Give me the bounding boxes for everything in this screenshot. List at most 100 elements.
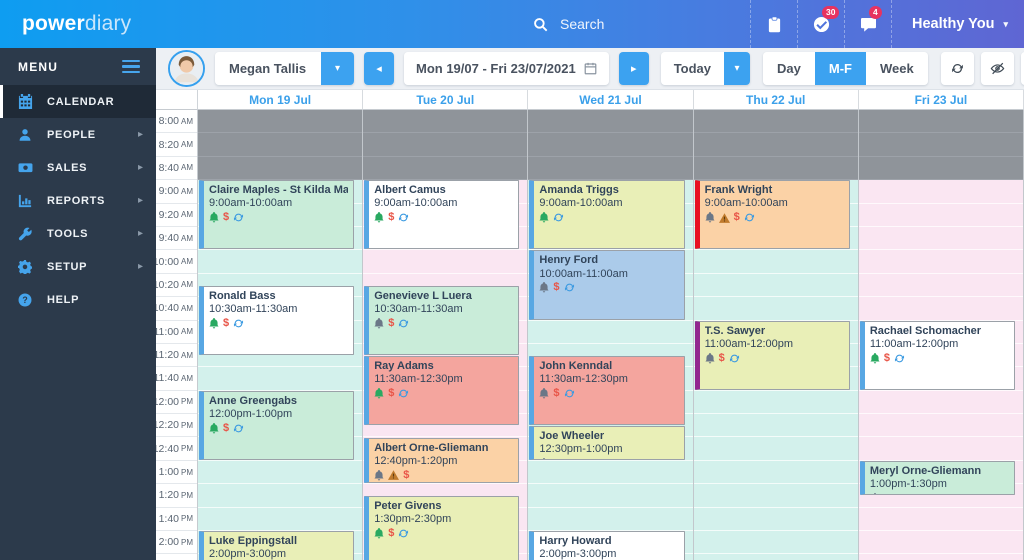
time-slot[interactable]	[858, 437, 1024, 461]
time-slot[interactable]	[693, 273, 858, 298]
time-slot[interactable]	[693, 507, 858, 532]
appointment[interactable]: Albert Camus 9:00am-10:00am $	[364, 180, 520, 250]
time-slot[interactable]	[858, 531, 1024, 555]
time-slot[interactable]	[693, 484, 858, 508]
appointment[interactable]: Henry Ford 10:00am-11:00am $	[529, 250, 685, 320]
unavailable-slot[interactable]	[858, 156, 1024, 181]
time-slot[interactable]	[528, 460, 693, 485]
unavailable-slot[interactable]	[528, 110, 693, 134]
app-logo[interactable]: powerdiary	[22, 12, 131, 36]
clipboard-button[interactable]	[751, 0, 797, 48]
unavailable-slot[interactable]	[363, 133, 528, 157]
hamburger-icon[interactable]	[122, 57, 140, 77]
time-label: 8:20 AM	[156, 133, 197, 157]
view-button-week[interactable]: Week	[866, 52, 928, 85]
appointment[interactable]: Peter Givens 1:30pm-2:30pm $	[364, 496, 520, 560]
sidebar-item-tools[interactable]: TOOLS ▸	[0, 217, 156, 250]
unavailable-slot[interactable]	[528, 133, 693, 157]
unavailable-slot[interactable]	[198, 110, 363, 134]
appointment[interactable]: Ronald Bass 10:30am-11:30am $	[199, 285, 355, 355]
appointment[interactable]: Harry Howard 2:00pm-3:00pm $	[529, 531, 685, 560]
appointment[interactable]: Rachael Schomacher 11:00am-12:00pm $	[859, 320, 1016, 390]
sidebar-item-reports[interactable]: REPORTS ▸	[0, 184, 156, 217]
today-dropdown-button[interactable]: ▾	[724, 52, 751, 85]
time-slot[interactable]	[363, 250, 528, 274]
time-slot[interactable]	[198, 460, 363, 485]
time-slot[interactable]	[693, 437, 858, 461]
time-slot[interactable]	[858, 507, 1024, 532]
sidebar-item-people[interactable]: PEOPLE ▸	[0, 118, 156, 151]
unavailable-slot[interactable]	[198, 156, 363, 181]
appointment[interactable]: Claire Maples - St Kilda Maples 9:00am-1…	[199, 180, 355, 250]
search-input[interactable]	[558, 15, 728, 33]
practitioner-avatar[interactable]	[168, 50, 205, 87]
time-slot[interactable]	[528, 320, 693, 344]
appointment[interactable]: Genevieve L Luera 10:30am-11:30am $	[364, 285, 520, 355]
time-slot[interactable]	[528, 507, 693, 532]
appointment[interactable]: Meryl Orne-Gliemann 1:00pm-1:30pm	[859, 461, 1016, 496]
time-slot[interactable]	[858, 297, 1024, 321]
time-slot[interactable]	[198, 250, 363, 274]
time-slot[interactable]	[693, 460, 858, 485]
time-slot[interactable]	[858, 273, 1024, 298]
time-slot[interactable]	[858, 414, 1024, 438]
today-button[interactable]: Today	[660, 52, 725, 85]
unavailable-slot[interactable]	[693, 110, 858, 134]
prev-week-button[interactable]: ◂	[364, 52, 394, 85]
practitioner-name[interactable]: Megan Tallis	[215, 52, 321, 85]
sidebar-item-sales[interactable]: SALES ▸	[0, 151, 156, 184]
time-slot[interactable]	[693, 554, 858, 560]
time-slot[interactable]	[198, 507, 363, 532]
calendar-toolbar: Megan Tallis ▾ ◂ Mon 19/07 - Fri 23/07/2…	[156, 48, 1024, 90]
appointment[interactable]: Frank Wright 9:00am-10:00am $	[694, 180, 850, 250]
view-button-day[interactable]: Day	[763, 52, 815, 85]
appointment[interactable]: Joe Wheeler 12:30pm-1:00pm	[529, 425, 685, 460]
time-slot[interactable]	[858, 554, 1024, 560]
unavailable-slot[interactable]	[858, 133, 1024, 157]
unavailable-slot[interactable]	[693, 133, 858, 157]
refresh-button[interactable]	[940, 52, 974, 85]
appointment[interactable]: Anne Greengabs 12:00pm-1:00pm $	[199, 390, 355, 460]
time-slot[interactable]	[693, 250, 858, 274]
unavailable-slot[interactable]	[363, 110, 528, 134]
next-week-button[interactable]: ▸	[618, 52, 649, 85]
time-slot[interactable]	[693, 414, 858, 438]
time-slot[interactable]	[693, 390, 858, 415]
time-slot[interactable]	[858, 226, 1024, 251]
account-menu[interactable]: Healthy You ▾	[892, 0, 1024, 48]
time-slot[interactable]	[858, 203, 1024, 227]
unavailable-slot[interactable]	[858, 110, 1024, 134]
sidebar-item-calendar[interactable]: CALENDAR	[0, 85, 156, 118]
appointment[interactable]: Ray Adams 11:30am-12:30pm $	[364, 355, 520, 425]
unavailable-slot[interactable]	[528, 156, 693, 181]
time-slot[interactable]	[198, 484, 363, 508]
view-button-m-f[interactable]: M-F	[814, 52, 866, 85]
appointment-client-name: Meryl Orne-Gliemann	[869, 465, 982, 477]
hide-availability-button[interactable]	[980, 52, 1014, 85]
appointment[interactable]: Albert Orne-Gliemann 12:40pm-1:20pm $	[364, 437, 520, 484]
appointment-icons: $	[374, 212, 513, 223]
time-slot[interactable]	[858, 250, 1024, 274]
tasks-button[interactable]: 30	[798, 0, 844, 48]
appointment[interactable]: T.S. Sawyer 11:00am-12:00pm $	[694, 320, 850, 390]
time-slot[interactable]	[693, 531, 858, 555]
day-header-cell: Fri 23 Jul	[858, 90, 1024, 110]
time-slot[interactable]	[858, 390, 1024, 415]
appointment[interactable]: John Kenndal 11:30am-12:30pm $	[529, 355, 685, 425]
unavailable-slot[interactable]	[363, 156, 528, 181]
unavailable-slot[interactable]	[198, 133, 363, 157]
appointment[interactable]: Amanda Triggs 9:00am-10:00am	[529, 180, 685, 250]
sidebar-item-help[interactable]: ? HELP	[0, 283, 156, 316]
time-slot[interactable]	[858, 180, 1024, 204]
date-range-picker[interactable]: Mon 19/07 - Fri 23/07/2021	[404, 52, 609, 85]
more-options-button[interactable]: ...	[1020, 52, 1024, 85]
sidebar-item-setup[interactable]: SETUP ▸	[0, 250, 156, 283]
time-slot[interactable]	[693, 297, 858, 321]
time-slot[interactable]	[528, 484, 693, 508]
practitioner-dropdown-button[interactable]: ▾	[321, 52, 354, 85]
unavailable-slot[interactable]	[693, 156, 858, 181]
appointment[interactable]: Luke Eppingstall 2:00pm-3:00pm $	[199, 531, 355, 560]
time-slot[interactable]	[198, 367, 363, 391]
chat-button[interactable]: 4	[845, 0, 891, 48]
